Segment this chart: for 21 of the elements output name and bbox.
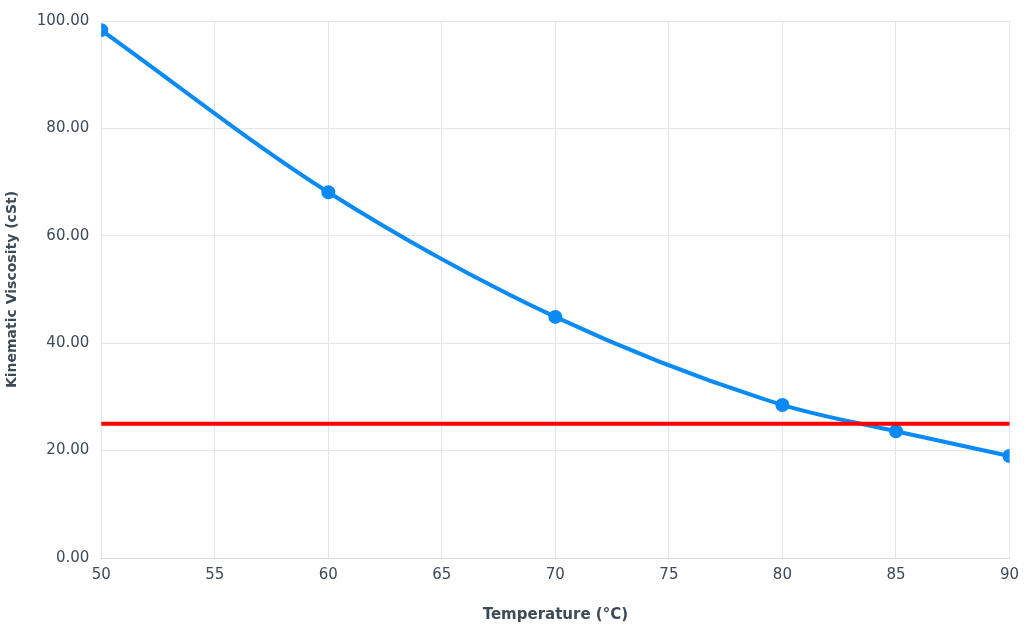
x-tick-label: 90 [999, 564, 1019, 583]
x-tick-label: 65 [432, 564, 452, 583]
y-tick-label: 0.00 [55, 547, 90, 566]
point [548, 309, 563, 324]
point [888, 424, 903, 439]
y-tick-label: 100.00 [36, 10, 90, 29]
y-tick-label: 60.00 [46, 225, 90, 244]
point [321, 185, 336, 200]
point [775, 397, 790, 412]
y-tick-label: 40.00 [46, 333, 90, 352]
x-tick-label: 70 [545, 564, 565, 583]
x-tick-label: 55 [205, 564, 225, 583]
y-tick-label: 80.00 [46, 118, 90, 137]
x-tick-label: 80 [772, 564, 792, 583]
y-tick-label: 20.00 [46, 440, 90, 459]
x-tick-label: 60 [318, 564, 338, 583]
x-tick-label: 50 [91, 564, 111, 583]
y-axis-title: Kinematic Viscosity (cSt) [3, 190, 20, 389]
x-tick-label: 85 [886, 564, 906, 583]
x-tick-label: 75 [659, 564, 679, 583]
x-axis-title: Temperature (°C) [482, 604, 629, 623]
